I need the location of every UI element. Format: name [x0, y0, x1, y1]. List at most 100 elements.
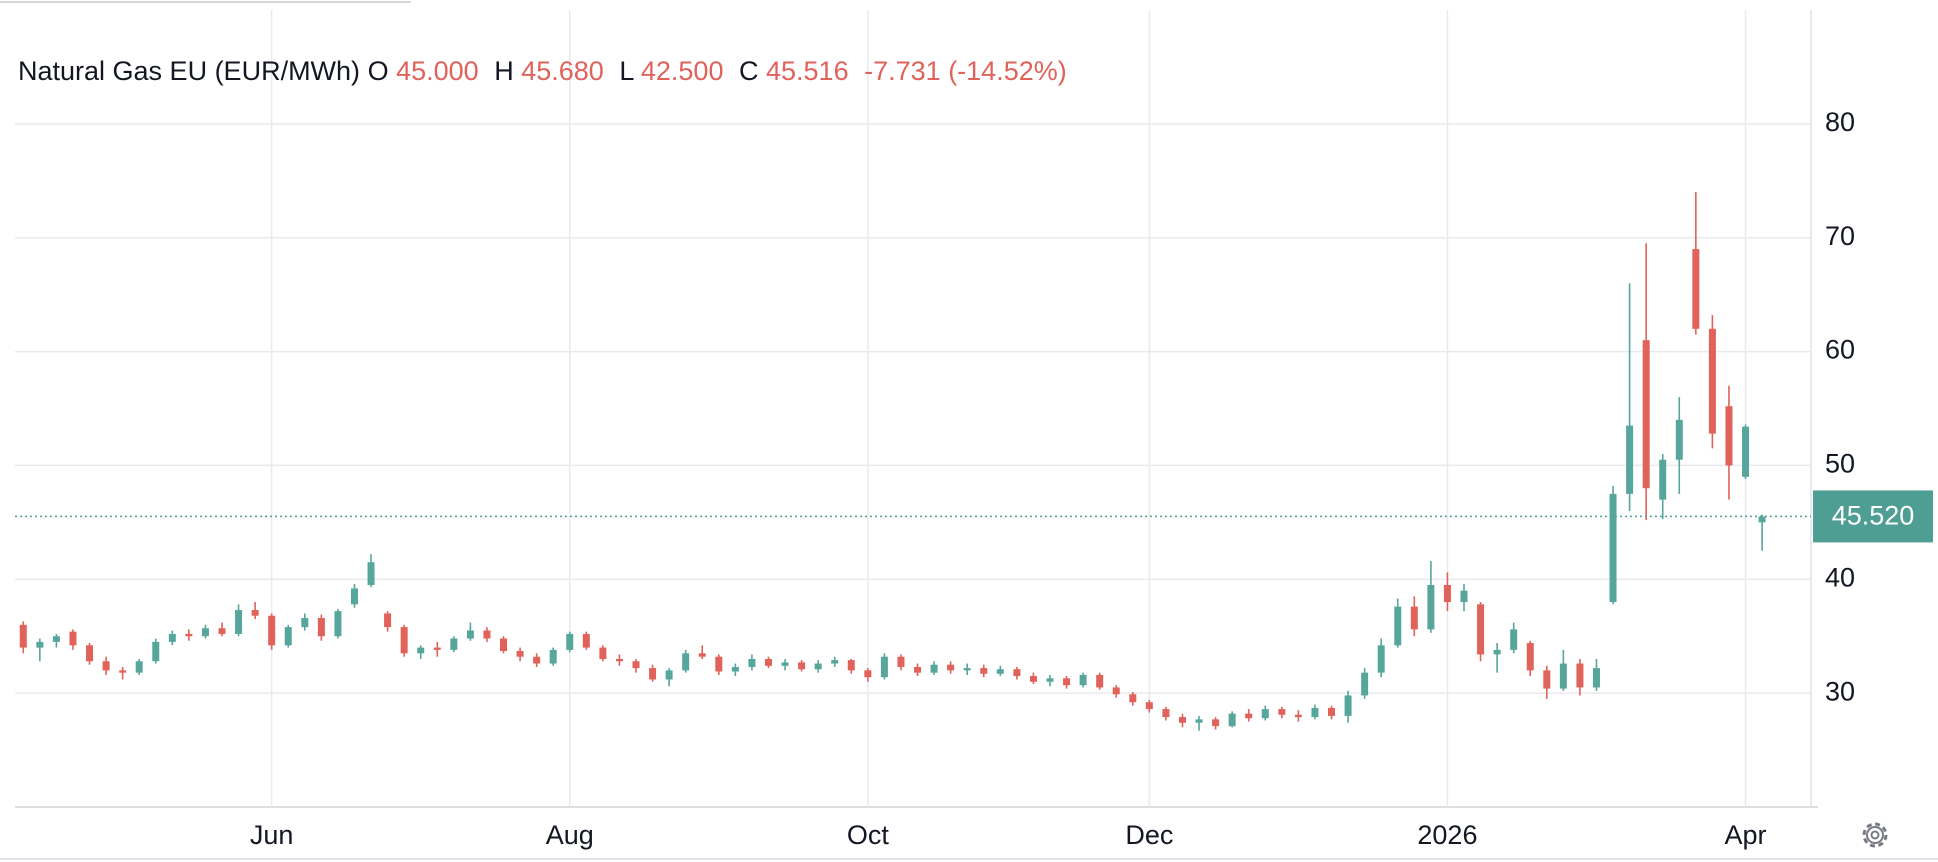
candle-body — [466, 630, 474, 639]
candle-body — [317, 617, 325, 637]
legend-value: 45.000 — [396, 56, 479, 86]
y-tick-label: 40 — [1825, 562, 1855, 592]
candle-body — [599, 647, 607, 659]
candle-body — [36, 641, 44, 648]
candle-body — [731, 666, 739, 672]
candle-body — [1145, 702, 1153, 710]
legend-key: O — [367, 56, 389, 86]
candle-body — [1576, 663, 1584, 688]
candle-body — [582, 633, 590, 648]
candle-body — [1692, 249, 1700, 329]
candle-body — [119, 670, 127, 673]
price-label: 45.520 — [1832, 501, 1915, 531]
candle-body — [1659, 459, 1667, 500]
candle-body — [914, 666, 922, 673]
candle-body — [52, 636, 60, 642]
settings-icon[interactable] — [1862, 822, 1888, 848]
candle-body — [814, 663, 822, 670]
candle-body — [251, 610, 259, 616]
candle-body — [235, 610, 243, 634]
candle-body — [1609, 493, 1617, 603]
candle-body — [334, 611, 342, 637]
gear-ring[interactable] — [1866, 826, 1884, 844]
candle-body — [433, 647, 441, 650]
candle-body — [350, 588, 358, 605]
candle-body — [1278, 709, 1286, 715]
x-tick-label: 2026 — [1417, 820, 1477, 850]
candle-body — [947, 664, 955, 671]
change-pct: (-14.52%) — [948, 56, 1067, 86]
legend-key: H — [494, 56, 514, 86]
candle-body — [1742, 426, 1750, 477]
candle-body — [764, 658, 772, 666]
gear-hub[interactable] — [1870, 830, 1880, 840]
candle-body — [798, 662, 806, 670]
candle-body — [417, 647, 425, 654]
legend-key: L — [619, 56, 634, 86]
y-tick-label: 80 — [1825, 107, 1855, 137]
candle-body — [1394, 606, 1402, 646]
candle-body — [1427, 584, 1435, 630]
candle-body — [880, 656, 888, 678]
candle-body — [1642, 340, 1650, 489]
candle-body — [268, 615, 276, 646]
candle-body — [649, 668, 657, 680]
candle-body — [1460, 590, 1468, 603]
candle-body — [1592, 668, 1600, 688]
candle-body — [86, 645, 94, 662]
candle-body — [963, 668, 971, 671]
candle-body — [1129, 694, 1137, 703]
candle-body — [748, 658, 756, 667]
candle-body — [1708, 328, 1716, 434]
title: Natural Gas EU (EUR/MWh) — [18, 56, 361, 86]
x-tick-label: Dec — [1125, 820, 1173, 850]
candle-body — [19, 624, 27, 648]
candle-body — [516, 651, 524, 657]
candle-body — [1029, 676, 1037, 682]
candle-body — [135, 661, 143, 673]
legend-header: Natural Gas EU (EUR/MWh) O 45.000 H 45.6… — [18, 56, 1074, 87]
candle-body — [1212, 719, 1220, 727]
candle-body — [665, 670, 673, 680]
candle-body — [847, 660, 855, 671]
candle-body — [1195, 719, 1203, 723]
candle-body — [1311, 707, 1319, 718]
legend-key: C — [738, 56, 759, 86]
candle-body — [168, 633, 176, 642]
candle-body — [1294, 714, 1302, 718]
y-tick-label: 30 — [1825, 676, 1855, 706]
y-tick-label: 70 — [1825, 221, 1855, 251]
x-tick-label: Oct — [847, 820, 890, 850]
candle-body — [1344, 695, 1352, 716]
candle-body — [152, 641, 160, 662]
candle-body — [450, 638, 458, 650]
candle-body — [1178, 717, 1186, 723]
candle-body — [930, 664, 938, 673]
gear-teeth[interactable] — [1862, 822, 1888, 848]
candle-body — [1228, 713, 1236, 727]
candle-body — [1245, 713, 1253, 719]
y-tick-label: 50 — [1825, 449, 1855, 479]
candle-body — [102, 661, 110, 671]
change: -7.731 — [864, 56, 941, 86]
candle-body — [284, 627, 292, 646]
candle-body — [1675, 419, 1683, 460]
candle-body — [483, 630, 491, 639]
candle-body — [831, 660, 839, 664]
candle-body — [201, 628, 209, 637]
candle-body — [1543, 670, 1551, 689]
candle-body — [1046, 678, 1054, 682]
candle-body — [1162, 709, 1170, 718]
candle-body — [1079, 674, 1087, 686]
candle-body — [1410, 606, 1418, 630]
candle-body — [632, 661, 640, 669]
candle-body — [1725, 406, 1733, 466]
x-tick-label: Aug — [546, 820, 594, 850]
candle-body — [996, 669, 1004, 674]
candle-body — [864, 670, 872, 678]
candle-body — [715, 656, 723, 672]
candle-body — [1758, 516, 1766, 523]
candle-body — [781, 662, 789, 666]
price-label-box — [1813, 490, 1933, 543]
candle-body — [897, 656, 905, 667]
